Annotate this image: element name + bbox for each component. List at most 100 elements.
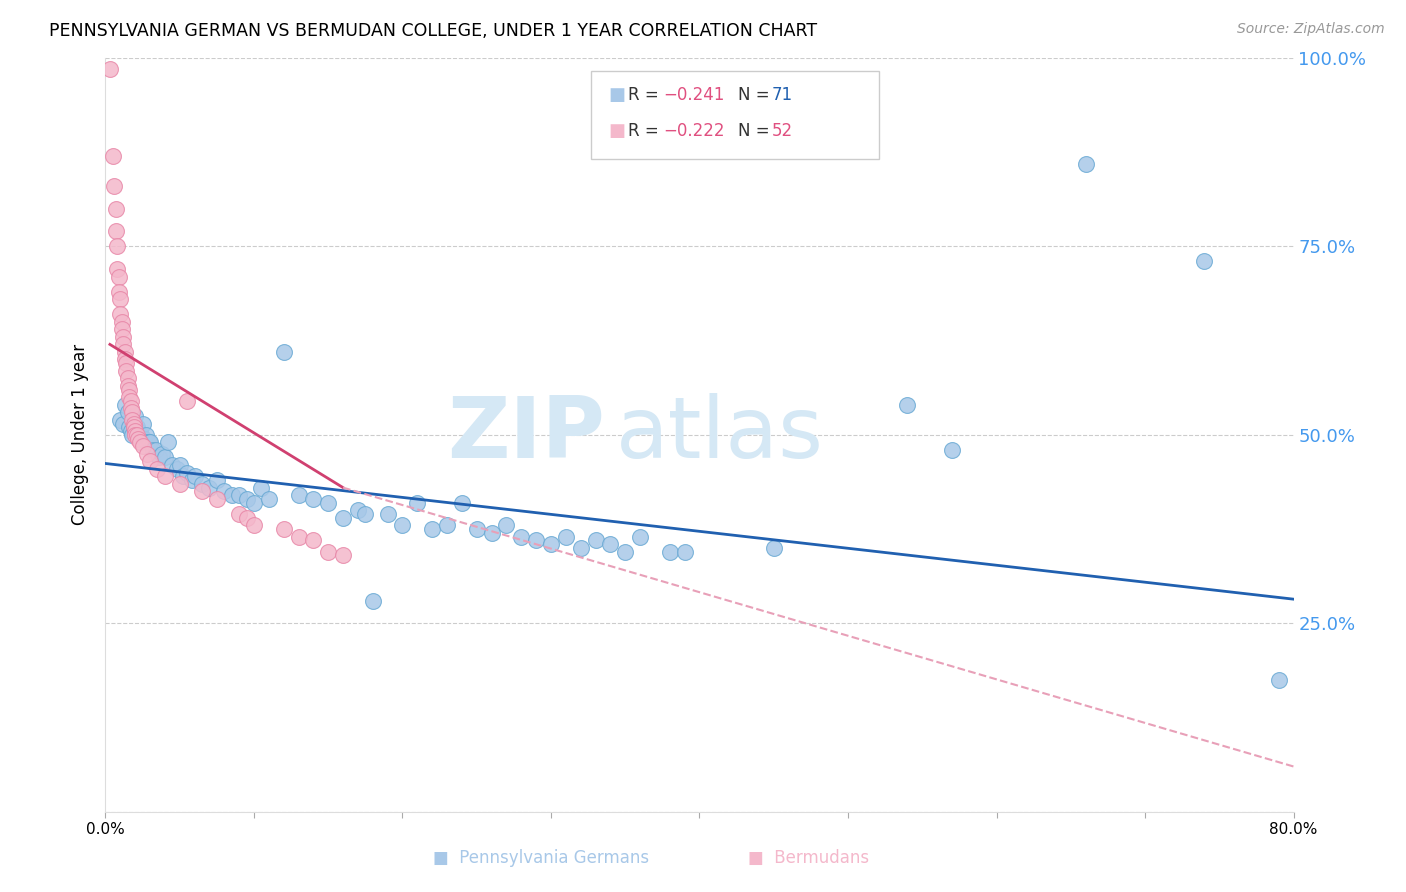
Point (146, 462, 169, 476)
Point (183, 469, 205, 483)
Point (112, 417, 135, 431)
Point (145, 442, 167, 457)
Point (673, 544, 696, 558)
Point (117, 379, 139, 393)
Point (105, 239, 128, 253)
Point (420, 522, 443, 536)
Point (228, 507, 250, 521)
Point (121, 428, 143, 442)
Point (128, 428, 150, 442)
Text: −0.241: −0.241 (664, 87, 725, 104)
Point (104, 202, 127, 216)
Point (214, 484, 236, 499)
Point (120, 401, 142, 416)
Point (169, 458, 191, 472)
Point (118, 390, 141, 404)
Point (243, 496, 266, 510)
Point (118, 383, 141, 397)
Point (127, 432, 149, 446)
Point (176, 393, 198, 408)
Point (540, 537, 562, 551)
Y-axis label: College, Under 1 year: College, Under 1 year (70, 344, 89, 525)
Point (169, 476, 191, 491)
Point (191, 476, 214, 491)
Point (191, 484, 214, 499)
Point (110, 292, 132, 306)
Point (124, 424, 146, 438)
Point (1074, 156, 1097, 170)
Point (896, 398, 918, 412)
Point (150, 447, 173, 461)
Text: Source: ZipAtlas.com: Source: ZipAtlas.com (1237, 22, 1385, 37)
Point (377, 507, 399, 521)
Point (762, 541, 785, 555)
Point (585, 533, 607, 548)
Point (1194, 254, 1216, 268)
Point (316, 496, 339, 510)
Point (115, 364, 138, 378)
Point (628, 530, 651, 544)
Point (198, 481, 221, 495)
Point (135, 428, 157, 442)
Point (481, 525, 503, 540)
Point (120, 393, 142, 408)
Text: ■  Bermudans: ■ Bermudans (748, 849, 869, 867)
Text: 71: 71 (772, 87, 793, 104)
Point (105, 262, 128, 277)
Point (111, 315, 134, 329)
Point (243, 518, 266, 533)
Point (302, 533, 325, 548)
Point (115, 356, 138, 370)
Point (658, 544, 681, 558)
Point (614, 544, 637, 558)
Point (332, 549, 354, 563)
Text: ■: ■ (609, 87, 626, 104)
Point (122, 417, 145, 431)
Point (110, 307, 132, 321)
Point (101, 149, 124, 163)
Text: R =: R = (628, 87, 665, 104)
Point (436, 518, 458, 533)
Point (114, 352, 136, 367)
Point (361, 593, 384, 607)
Point (131, 417, 153, 431)
Point (136, 447, 159, 461)
Text: ■  Pennsylvania Germans: ■ Pennsylvania Germans (433, 849, 650, 867)
Point (136, 435, 159, 450)
Point (132, 432, 155, 446)
Point (316, 544, 339, 558)
Point (117, 405, 139, 419)
Text: PENNSYLVANIA GERMAN VS BERMUDAN COLLEGE, UNDER 1 YEAR CORRELATION CHART: PENNSYLVANIA GERMAN VS BERMUDAN COLLEGE,… (49, 22, 817, 40)
Point (148, 450, 170, 465)
Point (120, 424, 142, 438)
Point (153, 450, 176, 465)
Point (287, 530, 309, 544)
Point (98, 62, 121, 77)
Point (110, 413, 132, 427)
Point (250, 481, 273, 495)
Point (124, 409, 146, 423)
Point (332, 510, 354, 524)
Point (139, 435, 162, 450)
Point (180, 473, 202, 487)
Point (131, 439, 153, 453)
Point (114, 345, 136, 359)
Point (156, 435, 179, 450)
Text: ZIP: ZIP (447, 393, 605, 476)
Point (114, 398, 136, 412)
Point (495, 518, 517, 533)
Point (139, 454, 162, 468)
Point (235, 510, 257, 524)
Point (176, 466, 198, 480)
Text: N =: N = (738, 122, 775, 140)
Point (273, 522, 295, 536)
Point (172, 469, 194, 483)
Point (162, 458, 184, 472)
Text: −0.222: −0.222 (664, 122, 725, 140)
Point (391, 518, 413, 533)
Point (450, 496, 472, 510)
Point (510, 530, 533, 544)
Point (287, 488, 309, 502)
Point (273, 345, 295, 359)
Point (354, 507, 377, 521)
